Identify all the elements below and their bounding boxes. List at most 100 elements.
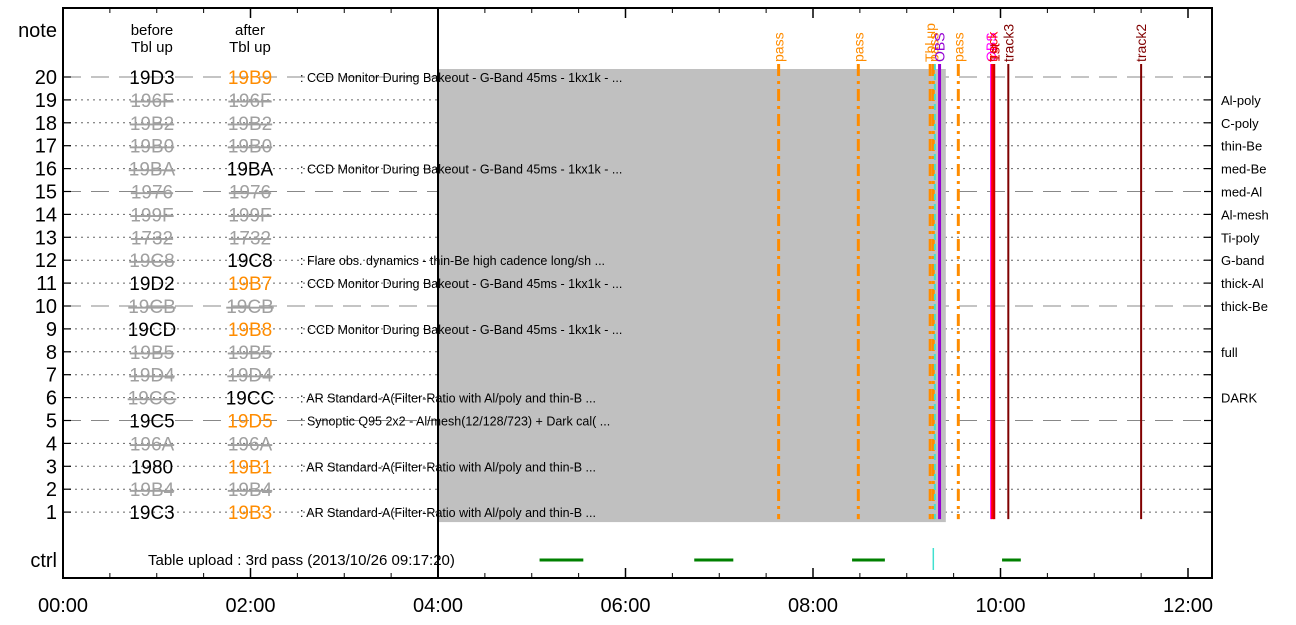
row-before-code: 1732 [131, 228, 173, 249]
x-tick-label: 08:00 [788, 595, 838, 617]
y-tick-label: 2 [46, 479, 57, 501]
event-label: track3 [1000, 24, 1016, 62]
shaded-region-layer [438, 69, 946, 523]
y-tick-label: 16 [35, 159, 57, 181]
row-after-code: 19CC [226, 389, 275, 410]
row-after-code: 1976 [229, 183, 271, 204]
event-label: pass [950, 32, 966, 62]
x-tick-label: 12:00 [1163, 595, 1213, 617]
event-label: 1st [986, 43, 1002, 62]
axes-layer: 00:00 02:00 04:00 06:00 08:00 10:00 12:00 [38, 7, 1213, 617]
row-before-code: 19C3 [129, 503, 174, 524]
y-tick-label: 15 [35, 182, 57, 204]
filter-label: thick-Be [1221, 299, 1268, 314]
row-description: : CCD Monitor During Bakeout - G-Band 45… [300, 323, 622, 337]
row-after-code: 19B5 [228, 343, 272, 364]
row-after-code: 196A [228, 434, 273, 455]
filter-label: thick-Al [1221, 276, 1264, 291]
y-bottom-label: ctrl [30, 550, 57, 572]
filter-label: Al-poly [1221, 93, 1261, 108]
y-tick-label: 18 [35, 113, 57, 135]
row-description: : CCD Monitor During Bakeout - G-Band 45… [300, 163, 622, 177]
row-after-code: 19C8 [227, 251, 272, 272]
filter-label: G-band [1221, 253, 1264, 268]
x-tick-label: 10:00 [975, 595, 1025, 617]
row-after-code: 1732 [229, 228, 271, 249]
row-description: : AR Standard-A(Filter-Ratio with Al/pol… [300, 460, 596, 474]
row-description: : Synoptic Q95 2x2 - Al/mesh(12/128/723)… [300, 415, 610, 429]
filter-label: med-Al [1221, 185, 1262, 200]
y-tick-label: 6 [46, 388, 57, 410]
y-tick-label: 10 [35, 296, 57, 318]
row-before-code: 19B4 [130, 480, 175, 501]
row-after-code: 19B4 [228, 480, 273, 501]
x-tick-label: 00:00 [38, 595, 88, 617]
row-before-code: 19C8 [129, 251, 174, 272]
filter-label: DARK [1221, 391, 1257, 406]
y-tick-label: 3 [46, 456, 57, 478]
shaded-region [438, 69, 946, 523]
event-label: pass [771, 32, 787, 62]
y-tick-label: 14 [35, 204, 57, 226]
row-after-code: 19BA [227, 160, 274, 181]
event-label: OBS [932, 32, 948, 62]
filter-label: C-poly [1221, 116, 1259, 131]
event-label: track [985, 31, 1001, 62]
row-before-code: 1980 [131, 457, 173, 478]
y-tick-label: 1 [46, 502, 57, 524]
filter-label: full [1221, 345, 1238, 360]
row-before-code: 19CD [128, 320, 177, 341]
y-tick-label: 19 [35, 90, 57, 112]
y-top-label: note [18, 20, 57, 42]
y-tick-label: 7 [46, 365, 57, 387]
row-after-code: 19B9 [228, 68, 272, 89]
row-after-code: 19B0 [228, 137, 272, 158]
x-tick-label: 06:00 [600, 595, 650, 617]
row-before-code: 19C5 [129, 412, 174, 433]
x-tick-label: 02:00 [225, 595, 275, 617]
row-before-code: 19D3 [129, 68, 174, 89]
event-label: pass [925, 32, 941, 62]
y-tick-label: 5 [46, 411, 57, 433]
row-description: : CCD Monitor During Bakeout - G-Band 45… [300, 71, 622, 85]
event-label: Tbl up [922, 23, 938, 62]
col-before-header-line2: Tbl up [131, 39, 173, 56]
event-label: track2 [1133, 24, 1149, 62]
y-tick-label: 12 [35, 250, 57, 272]
row-description: : AR Standard-A(Filter-Ratio with Al/pol… [300, 392, 596, 406]
row-before-code: 19D4 [129, 366, 175, 387]
row-after-code: 19B8 [228, 320, 272, 341]
event-label: OBS [983, 32, 999, 62]
col-after-header-line1: after [235, 22, 265, 39]
row-after-code: 19B7 [228, 274, 272, 295]
plot-frame [62, 7, 1213, 579]
ctrl-text: Table upload : 3rd pass (2013/10/26 09:1… [148, 552, 455, 569]
row-description: : CCD Monitor During Bakeout - G-Band 45… [300, 277, 622, 291]
row-before-code: 19B0 [130, 137, 174, 158]
y-tick-label: 4 [46, 433, 57, 455]
row-before-code: 19D2 [129, 274, 174, 295]
y-tick-label: 17 [35, 136, 57, 158]
col-after-header-line2: Tbl up [229, 39, 271, 56]
row-before-code: 19BA [129, 160, 176, 181]
row-after-code: 19B1 [228, 457, 272, 478]
filter-label: Ti-poly [1221, 230, 1260, 245]
row-before-code: 199F [130, 205, 173, 226]
row-after-code: 19D4 [227, 366, 273, 387]
row-after-code: 199F [228, 205, 271, 226]
row-before-code: 19CB [128, 297, 176, 318]
row-before-code: 19CC [128, 389, 177, 410]
row-after-code: 19B2 [228, 114, 272, 135]
filter-label: Al-mesh [1221, 207, 1269, 222]
y-tick-label: 13 [35, 227, 57, 249]
row-description: : Flare obs. dynamics - thin-Be high cad… [300, 254, 605, 268]
event-label: pass [850, 32, 866, 62]
y-tick-label: 8 [46, 342, 57, 364]
row-after-code: 196F [228, 91, 271, 112]
row-before-code: 196A [130, 434, 175, 455]
x-tick-label: 04:00 [413, 595, 463, 617]
row-before-code: 196F [130, 91, 173, 112]
